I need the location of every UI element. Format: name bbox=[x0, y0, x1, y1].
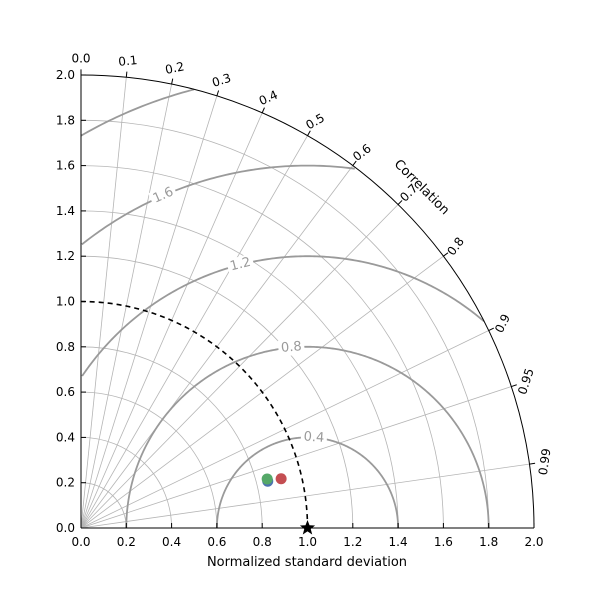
correlation-tick-label: 0.8 bbox=[444, 235, 467, 259]
x-tick-label: 1.2 bbox=[343, 535, 362, 549]
correlation-tick-label: 0.1 bbox=[118, 53, 138, 69]
reference-star bbox=[299, 520, 316, 535]
y-tick-label: 0.6 bbox=[56, 385, 75, 399]
correlation-tick-label: 0.99 bbox=[536, 448, 554, 476]
rmsd-contour bbox=[80, 88, 195, 137]
correlation-tick-label: 0.0 bbox=[71, 52, 90, 66]
correlation-tick-label: 0.2 bbox=[164, 59, 186, 77]
std-grid-arc bbox=[80, 482, 127, 529]
y-tick-label: 1.0 bbox=[56, 295, 75, 309]
rmsd-contour bbox=[81, 164, 355, 246]
correlation-tick bbox=[125, 71, 128, 78]
x-tick-label: 0.8 bbox=[253, 535, 272, 549]
y-tick-label: 0.2 bbox=[56, 476, 75, 490]
x-tick-label: 0.4 bbox=[162, 535, 181, 549]
rmsd-contour bbox=[125, 345, 490, 529]
rmsd-contour-layer bbox=[80, 88, 490, 529]
rmsd-contour-label: 0.8 bbox=[280, 339, 302, 356]
correlation-tick bbox=[529, 462, 536, 465]
y-tick-label: 1.6 bbox=[56, 159, 75, 173]
x-tick-label: 1.6 bbox=[434, 535, 453, 549]
correlation-radial-line bbox=[80, 77, 127, 529]
rmsd-contour bbox=[81, 255, 485, 377]
correlation-tick bbox=[216, 90, 220, 97]
model-point bbox=[261, 473, 273, 485]
x-tick-label: 1.8 bbox=[479, 535, 498, 549]
correlation-tick bbox=[307, 130, 311, 136]
model-point bbox=[275, 473, 287, 485]
x-tick-label: 2.0 bbox=[524, 535, 543, 549]
point-layer bbox=[261, 473, 316, 535]
std-grid-arc bbox=[80, 210, 399, 529]
x-tick-label: 0.6 bbox=[207, 535, 226, 549]
y-tick-label: 1.8 bbox=[56, 113, 75, 127]
correlation-tick-label: 0.3 bbox=[210, 71, 232, 90]
rmsd-contour-label: 0.4 bbox=[303, 429, 325, 445]
correlation-radial-line bbox=[80, 95, 218, 529]
x-axis-title: Normalized standard deviation bbox=[207, 555, 407, 570]
correlation-tick-label: 0.6 bbox=[350, 141, 374, 164]
correlation-tick bbox=[171, 78, 174, 85]
correlation-tick bbox=[511, 384, 517, 388]
y-tick-label: 2.0 bbox=[56, 68, 75, 82]
std-grid-arc bbox=[80, 255, 354, 529]
correlation-tick bbox=[488, 327, 495, 331]
x-tick-label: 1.4 bbox=[389, 535, 408, 549]
y-tick-label: 0.4 bbox=[56, 430, 75, 444]
y-tick-label: 0.8 bbox=[56, 340, 75, 354]
correlation-axis-title: Correlation bbox=[391, 157, 452, 218]
std-grid-arc bbox=[80, 119, 490, 529]
x-tick-label: 1.0 bbox=[298, 535, 317, 549]
y-tick-label: 1.2 bbox=[56, 249, 75, 263]
correlation-tick-label: 0.5 bbox=[303, 111, 327, 133]
correlation-radial-line bbox=[80, 463, 530, 529]
y-tick-label: 0.0 bbox=[56, 521, 75, 535]
label-layer: 0.0 0.1 0.20.30.40.50.60.70.80.90.950.990.… bbox=[56, 52, 554, 549]
correlation-tick bbox=[352, 160, 357, 166]
correlation-tick-label: 0.4 bbox=[257, 88, 280, 108]
std-grid-arc bbox=[80, 391, 218, 529]
correlation-tick-label: 0.9 bbox=[492, 312, 513, 335]
y-tick-label: 1.4 bbox=[56, 204, 75, 218]
outer-arc bbox=[80, 74, 535, 529]
grid-layer bbox=[80, 75, 530, 529]
correlation-tick bbox=[443, 252, 449, 257]
x-tick-label: 0.0 bbox=[71, 535, 90, 549]
rmsd-label-bg bbox=[225, 253, 256, 276]
x-tick-label: 0.2 bbox=[117, 535, 136, 549]
correlation-radial-line bbox=[80, 386, 512, 529]
rmsd-label-bg bbox=[148, 183, 179, 209]
rmsd-label-bg bbox=[277, 338, 306, 357]
correlation-tick bbox=[397, 200, 403, 205]
rmsd-contour-label: 1.2 bbox=[229, 255, 253, 275]
frame-layer bbox=[80, 69, 536, 529]
correlation-tick-label: 0.95 bbox=[515, 367, 537, 397]
std-grid-arc bbox=[80, 346, 263, 529]
std-grid-arc bbox=[80, 165, 444, 529]
correlation-tick bbox=[261, 107, 265, 114]
rmsd-label-bg bbox=[300, 428, 328, 447]
